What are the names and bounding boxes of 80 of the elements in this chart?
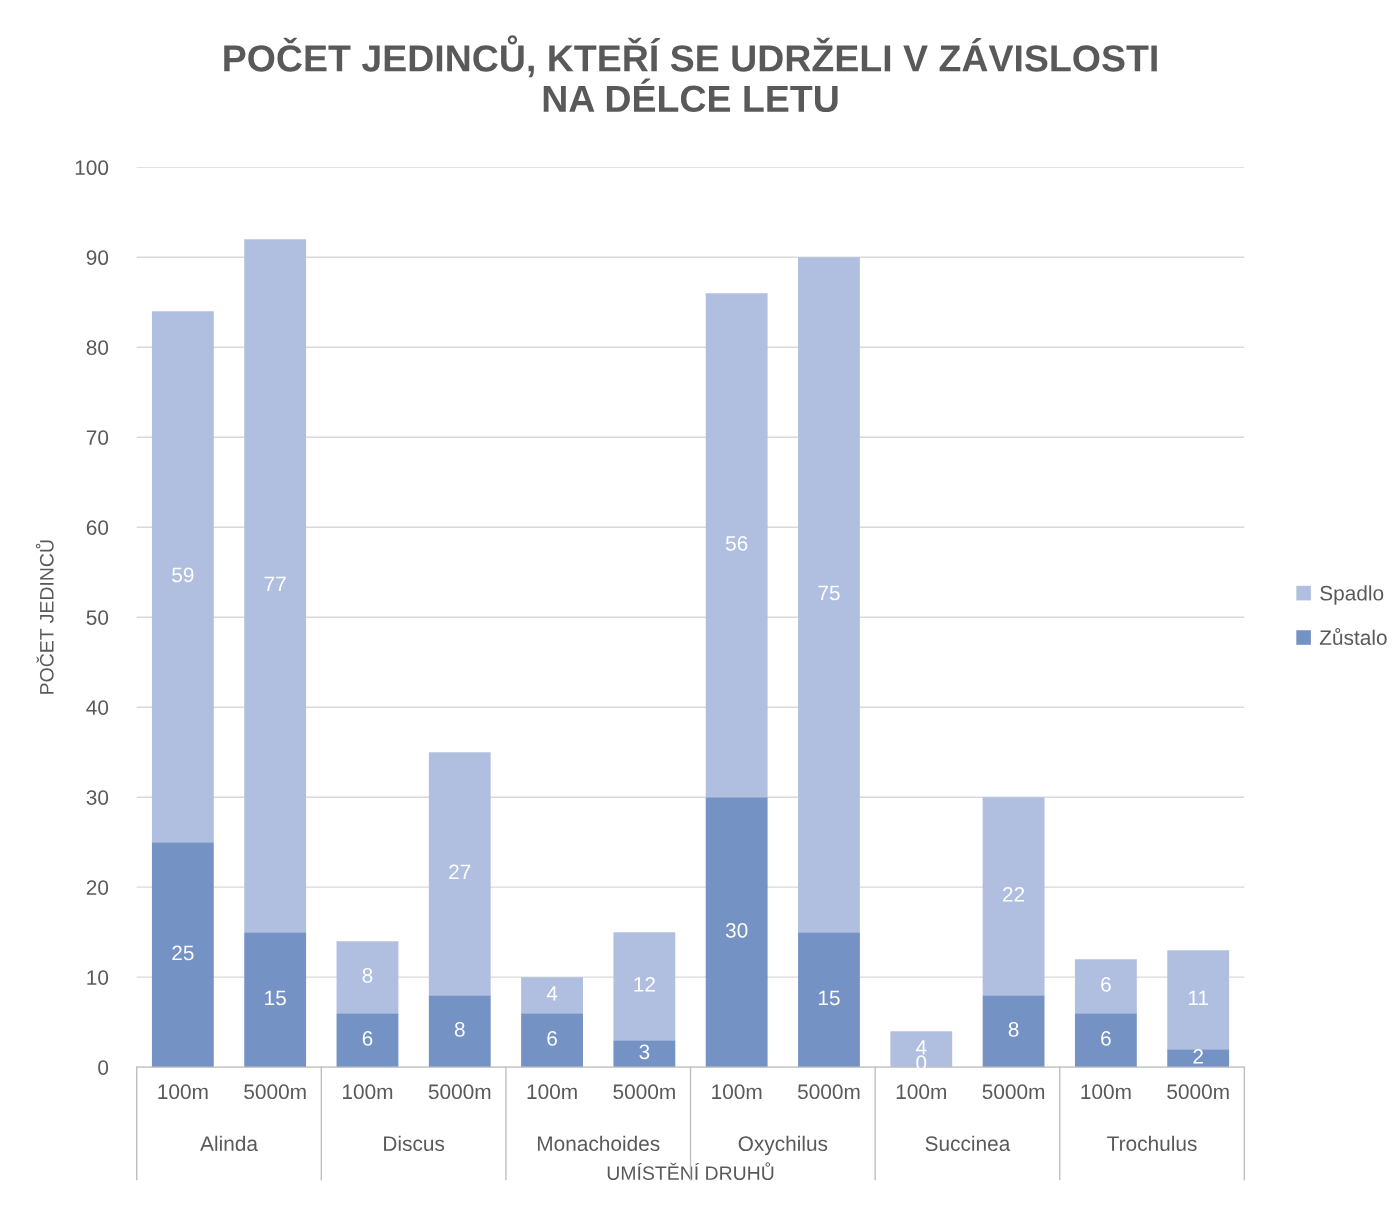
- y-tick-label: 20: [86, 880, 109, 895]
- text: Alinda: [200, 1135, 258, 1152]
- bar: [1074, 1013, 1137, 1068]
- bar: [521, 977, 583, 1014]
- bar: [798, 257, 860, 933]
- y-tick-label: 50: [86, 610, 109, 625]
- bar: [428, 752, 491, 996]
- text: Monachoides: [537, 1135, 660, 1152]
- data-label: 4: [915, 1040, 927, 1055]
- bar: [705, 293, 768, 798]
- bar: [798, 932, 860, 1068]
- bar: [244, 239, 307, 933]
- x-tick-label: 5000m: [613, 1084, 675, 1100]
- x-tick-label: 100m: [896, 1084, 946, 1100]
- bar: [1167, 950, 1230, 1050]
- y-tick-label: 60: [86, 520, 109, 535]
- data-label: 15: [818, 990, 840, 1006]
- data-label: 15: [265, 990, 286, 1006]
- bar: [1074, 959, 1137, 1014]
- data-label: 4: [546, 986, 558, 1001]
- data-label: 6: [362, 1031, 373, 1046]
- data-label: 2: [1193, 1048, 1203, 1064]
- bar: [336, 1013, 399, 1068]
- legend-label: Spadlo: [1320, 585, 1384, 605]
- x-tick-label: 100m: [527, 1084, 577, 1100]
- text: Trochulus: [1107, 1135, 1197, 1152]
- bar: [982, 995, 1045, 1068]
- bar: [890, 1031, 953, 1068]
- x-tick-label: 5000m: [244, 1084, 306, 1100]
- y-axis-title: POČET JEDINCŮ: [35, 540, 54, 694]
- y-tick-label: 0: [98, 1060, 109, 1075]
- data-label: 8: [362, 968, 373, 983]
- data-label: 6: [1101, 977, 1111, 992]
- bar: [521, 1013, 583, 1068]
- x-tick-label: 5000m: [1167, 1084, 1229, 1100]
- y-tick-label: 10: [87, 970, 109, 985]
- y-tick-label: 90: [86, 250, 109, 266]
- x-tick-label: 5000m: [428, 1084, 491, 1100]
- bar: [336, 941, 399, 1014]
- data-label: 8: [1008, 1022, 1019, 1037]
- data-label: 3: [639, 1044, 650, 1060]
- x-tick-label: 5000m: [797, 1084, 860, 1100]
- text: Oxychilus: [738, 1135, 828, 1156]
- text: Discus: [384, 1135, 445, 1152]
- bar: [982, 797, 1045, 996]
- data-label: 22: [1003, 887, 1025, 902]
- bar: [244, 932, 307, 1068]
- bar: [1167, 1049, 1230, 1068]
- y-tick-label: 100: [75, 160, 109, 176]
- data-label: 59: [172, 567, 194, 583]
- y-tick-label: 30: [86, 790, 109, 805]
- bar: [613, 932, 676, 1041]
- data-label: 8: [454, 1022, 465, 1037]
- bar: [428, 995, 491, 1068]
- y-tick-label: 80: [86, 340, 109, 356]
- data-label: 56: [725, 536, 748, 551]
- x-tick-label: 100m: [158, 1084, 208, 1100]
- y-tick-label: 40: [86, 700, 109, 715]
- chart-title: POČET JEDINCŮ, KTEŘÍ SE UDRŽELI V ZÁVISLOSTI NA DÉLCE LETU: [224, 35, 1157, 113]
- x-tick-label: 100m: [343, 1084, 393, 1100]
- bar: [705, 797, 768, 1068]
- legend-label: Zůstalo: [1319, 628, 1387, 646]
- bar: [151, 311, 214, 843]
- data-label: 11: [1188, 990, 1208, 1006]
- data-label: 25: [172, 945, 194, 961]
- x-tick-label: 100m: [1081, 1084, 1131, 1100]
- bar: [613, 1040, 676, 1068]
- data-label: 6: [1101, 1031, 1111, 1046]
- data-label: 6: [547, 1031, 557, 1046]
- y-tick-label: 70: [86, 430, 109, 445]
- x-axis-title: UMÍSTĚNÍ DRUHŮ: [607, 1162, 774, 1181]
- x-tick-label: 5000m: [982, 1084, 1045, 1100]
- text: Succinea: [925, 1135, 1011, 1152]
- data-label: 12: [634, 977, 655, 992]
- data-label: 30: [725, 923, 748, 938]
- data-label: 77: [264, 576, 286, 592]
- x-tick-label: 100m: [712, 1084, 762, 1100]
- data-label: 75: [818, 585, 840, 601]
- bar: [151, 842, 214, 1068]
- data-label: 27: [449, 864, 471, 880]
